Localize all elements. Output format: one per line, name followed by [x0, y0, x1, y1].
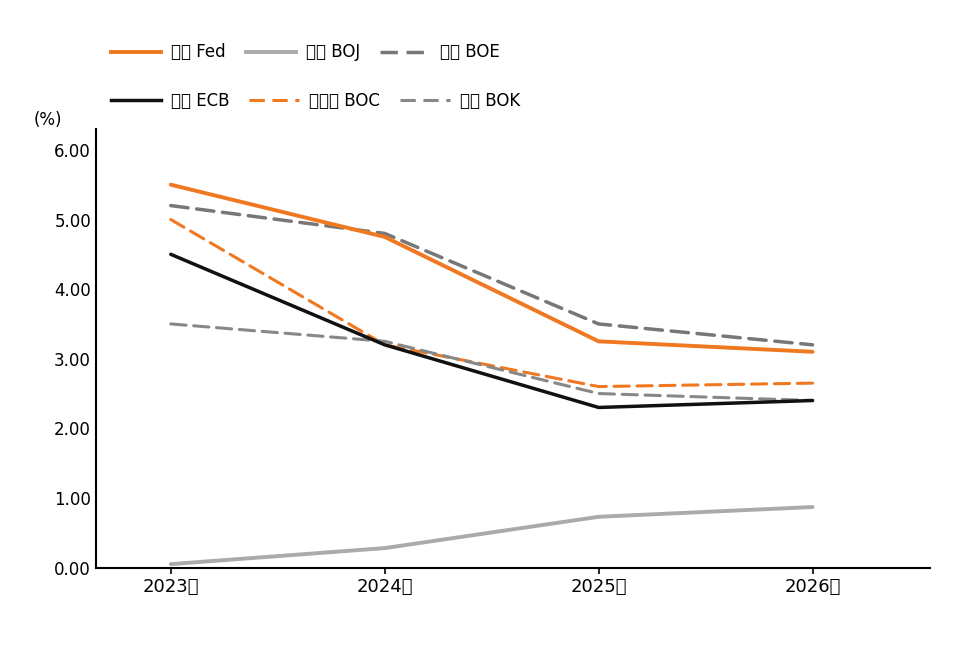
Legend: 유로 ECB, 캐나다 BOC, 한국 BOK: 유로 ECB, 캐나다 BOC, 한국 BOK — [105, 85, 527, 116]
Text: (%): (%) — [34, 111, 61, 129]
